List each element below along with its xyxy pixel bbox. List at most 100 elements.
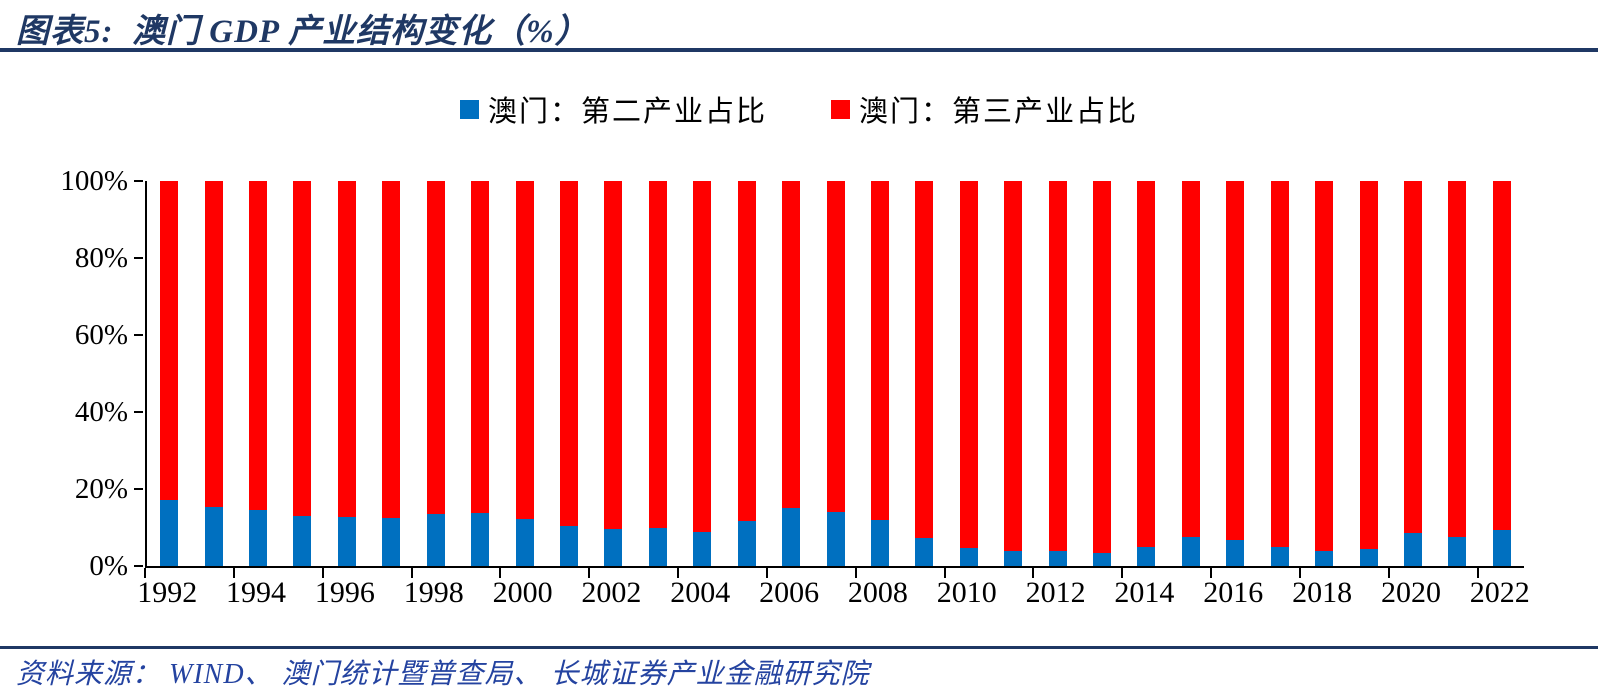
x-axis-label-1992: 1992 bbox=[137, 576, 198, 609]
bar-secondary-2022 bbox=[1492, 529, 1511, 566]
x-axis-label-2020: 2020 bbox=[1380, 576, 1441, 609]
y-axis-tick-40% bbox=[134, 411, 143, 413]
x-axis-tick-28 bbox=[1387, 568, 1390, 578]
bar-secondary-1998 bbox=[426, 514, 445, 566]
x-axis-label-2014: 2014 bbox=[1114, 576, 1175, 609]
bar-tertiary-1994 bbox=[249, 181, 268, 511]
bar-secondary-2021 bbox=[1448, 536, 1467, 566]
legend-label: 澳门：第二产业占比 bbox=[487, 96, 767, 128]
bar-secondary-2004 bbox=[693, 531, 712, 566]
bar-tertiary-2014 bbox=[1137, 181, 1156, 548]
bar-tertiary-1997 bbox=[382, 181, 401, 518]
bar-tertiary-2002 bbox=[604, 181, 623, 530]
x-axis-tick-10 bbox=[588, 568, 591, 578]
bar-secondary-2007 bbox=[826, 511, 845, 566]
bar-secondary-2015 bbox=[1181, 537, 1200, 566]
x-axis-label-2004: 2004 bbox=[670, 576, 731, 609]
x-axis-tick-4 bbox=[321, 568, 324, 578]
bar-secondary-2017 bbox=[1270, 547, 1289, 566]
bar-secondary-2014 bbox=[1137, 547, 1156, 566]
y-axis-label-100%: 100% bbox=[60, 165, 128, 197]
bar-secondary-1993 bbox=[204, 507, 223, 566]
bar-secondary-2009 bbox=[915, 537, 934, 566]
bar-tertiary-2011 bbox=[1004, 181, 1023, 551]
bar-tertiary-2016 bbox=[1226, 181, 1245, 541]
x-axis-tick-24 bbox=[1210, 568, 1213, 578]
bar-tertiary-2019 bbox=[1359, 181, 1378, 550]
bar-tertiary-2003 bbox=[648, 181, 667, 528]
y-axis-tick-60% bbox=[134, 334, 143, 336]
x-axis-tick-14 bbox=[765, 568, 768, 578]
bar-tertiary-1992 bbox=[160, 181, 179, 500]
bar-secondary-1999 bbox=[471, 512, 490, 566]
bar-secondary-2011 bbox=[1004, 551, 1023, 566]
bar-tertiary-2001 bbox=[559, 181, 578, 526]
bar-tertiary-2022 bbox=[1492, 181, 1511, 530]
bar-tertiary-2012 bbox=[1048, 181, 1067, 551]
x-axis-tick-26 bbox=[1298, 568, 1301, 578]
bar-secondary-2018 bbox=[1315, 551, 1334, 566]
x-axis-label-2016: 2016 bbox=[1203, 576, 1264, 609]
y-axis-tick-80% bbox=[134, 257, 143, 259]
bar-secondary-2000 bbox=[515, 519, 534, 566]
bar-tertiary-1996 bbox=[337, 181, 356, 518]
x-axis-label-1996: 1996 bbox=[314, 576, 375, 609]
legend-swatch-icon bbox=[831, 99, 850, 119]
bar-tertiary-2000 bbox=[515, 181, 534, 520]
bar-tertiary-1993 bbox=[204, 181, 223, 508]
bar-tertiary-2018 bbox=[1315, 181, 1334, 551]
bar-secondary-2019 bbox=[1359, 549, 1378, 566]
bar-tertiary-2015 bbox=[1181, 181, 1200, 538]
bar-secondary-2005 bbox=[737, 521, 756, 566]
x-axis-label-1998: 1998 bbox=[403, 576, 464, 609]
bar-tertiary-2004 bbox=[693, 181, 712, 532]
x-axis-tick-6 bbox=[410, 568, 413, 578]
x-axis-label-2018: 2018 bbox=[1292, 576, 1353, 609]
y-axis-tick-100% bbox=[134, 180, 143, 182]
bar-tertiary-2021 bbox=[1448, 181, 1467, 537]
x-axis-label-2006: 2006 bbox=[759, 576, 820, 609]
y-axis-label-20%: 20% bbox=[74, 473, 128, 505]
bar-secondary-2020 bbox=[1403, 533, 1422, 566]
x-axis-tick-30 bbox=[1476, 568, 1479, 578]
y-axis-label-0%: 0% bbox=[89, 550, 128, 582]
x-axis-label-2008: 2008 bbox=[847, 576, 908, 609]
x-axis-tick-0 bbox=[144, 568, 146, 578]
y-axis-tick-0% bbox=[134, 565, 143, 567]
bar-secondary-2002 bbox=[604, 529, 623, 566]
x-axis-label-1994: 1994 bbox=[226, 576, 287, 609]
footer-divider-line bbox=[0, 646, 1598, 649]
bar-tertiary-2010 bbox=[959, 181, 978, 548]
y-axis-label-60%: 60% bbox=[74, 319, 128, 351]
x-axis-label-2010: 2010 bbox=[936, 576, 997, 609]
legend: 澳门：第二产业占比 澳门：第三产业占比 bbox=[0, 88, 1598, 130]
y-axis-tick-20% bbox=[134, 488, 143, 490]
bar-secondary-2013 bbox=[1093, 552, 1112, 566]
bar-secondary-2016 bbox=[1226, 540, 1245, 566]
x-axis-tick-22 bbox=[1121, 568, 1124, 578]
x-axis-label-2000: 2000 bbox=[492, 576, 553, 609]
x-axis-label-2012: 2012 bbox=[1025, 576, 1086, 609]
plot-area bbox=[145, 181, 1524, 568]
bar-tertiary-2008 bbox=[870, 181, 889, 521]
bar-tertiary-2017 bbox=[1270, 181, 1289, 548]
y-axis-label-40%: 40% bbox=[74, 396, 128, 428]
bar-secondary-2008 bbox=[870, 520, 889, 566]
x-axis-label-2022: 2022 bbox=[1469, 576, 1530, 609]
title-divider-line bbox=[0, 48, 1598, 52]
bar-secondary-1994 bbox=[249, 510, 268, 566]
bar-tertiary-2020 bbox=[1403, 181, 1422, 534]
x-axis-tick-18 bbox=[943, 568, 946, 578]
legend-item-0: 澳门：第二产业占比 bbox=[459, 88, 767, 130]
bar-tertiary-2013 bbox=[1093, 181, 1112, 553]
legend-label: 澳门：第三产业占比 bbox=[859, 96, 1139, 128]
source-note: 资料来源： WIND、 澳门统计暨普查局、 长城证券产业金融研究院 bbox=[16, 659, 870, 690]
x-axis-tick-12 bbox=[677, 568, 680, 578]
bar-tertiary-2007 bbox=[826, 181, 845, 512]
bar-tertiary-2006 bbox=[782, 181, 801, 509]
x-axis-tick-2 bbox=[232, 568, 235, 578]
x-axis-label-2002: 2002 bbox=[581, 576, 642, 609]
bar-secondary-1995 bbox=[293, 515, 312, 566]
bar-secondary-2012 bbox=[1048, 550, 1067, 566]
